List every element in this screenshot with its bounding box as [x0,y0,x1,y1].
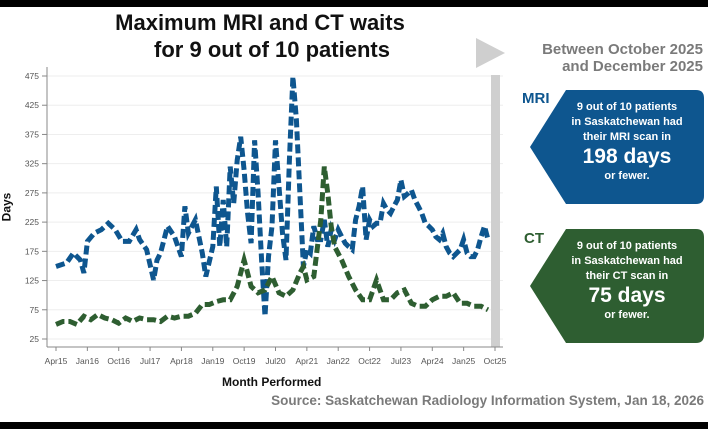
y-tick-label: 75 [30,305,40,315]
bottom-border [0,422,708,429]
y-tick-label: 25 [30,334,40,344]
x-tick-label: Jan16 [76,356,99,366]
pointer-triangle-icon [476,38,505,68]
x-tick-label: Apr24 [421,356,444,366]
ct-callout: 9 out of 10 patients in Saskatchewan had… [530,229,704,343]
y-tick-label: 125 [25,276,39,286]
x-axis-label: Month Performed [222,375,322,389]
period-line1: Between October 2025 [542,41,703,58]
x-tick-label: Jan25 [452,356,475,366]
y-tick-label: 325 [25,159,39,169]
x-tick-label: Jul20 [265,356,286,366]
x-tick-label: Oct16 [107,356,130,366]
x-tick-label: Apr15 [45,356,68,366]
mri-label: MRI [522,90,550,107]
ct-callout-days: 75 days [588,284,666,307]
ct-callout-line4: or fewer. [604,309,650,321]
y-tick-label: 475 [25,71,39,81]
y-tick-label: 175 [25,246,39,256]
series-line-mri [55,76,491,317]
mri-callout-line4: or fewer. [604,170,650,182]
period-line2: and December 2025 [562,58,703,75]
mri-callout-line1: 9 out of 10 patients [576,101,678,113]
x-tick-label: Apr18 [170,356,193,366]
x-tick-label: Apr21 [296,356,319,366]
y-tick-label: 275 [25,188,39,198]
ct-label: CT [524,230,544,247]
highlight-period-bar [491,75,500,347]
source-note: Source: Saskatchewan Radiology Informati… [271,393,704,408]
mri-callout-line3: their MRI scan in [582,131,672,143]
mri-callout-line2: in Saskatchewan had [571,116,683,128]
period-label: Between October 2025 and December 2025 [542,41,703,75]
y-tick-label: 425 [25,100,39,110]
top-border [0,0,708,7]
mri-callout: 9 out of 10 patients in Saskatchewan had… [530,90,704,204]
x-tick-label: Jul23 [391,356,412,366]
mri-callout-days: 198 days [582,145,672,168]
chart-title-line1: Maximum MRI and CT waits [115,10,405,35]
x-tick-label: Jan22 [327,356,350,366]
y-tick-label: 225 [25,217,39,227]
ct-callout-line1: 9 out of 10 patients [576,240,678,252]
series-line-ct [55,166,490,328]
x-tick-label: Oct22 [358,356,381,366]
y-tick-label: 375 [25,129,39,139]
x-tick-label: Oct19 [233,356,256,366]
x-tick-label: Jul17 [140,356,161,366]
chart-title-line2: for 9 out of 10 patients [154,37,390,62]
ct-callout-line2: in Saskatchewan had [571,255,683,267]
x-tick-label: Jan19 [201,356,224,366]
y-axis-label: Days [0,192,14,222]
x-tick-label: Oct25 [484,356,507,366]
ct-callout-line3: their CT scan in [585,270,669,282]
